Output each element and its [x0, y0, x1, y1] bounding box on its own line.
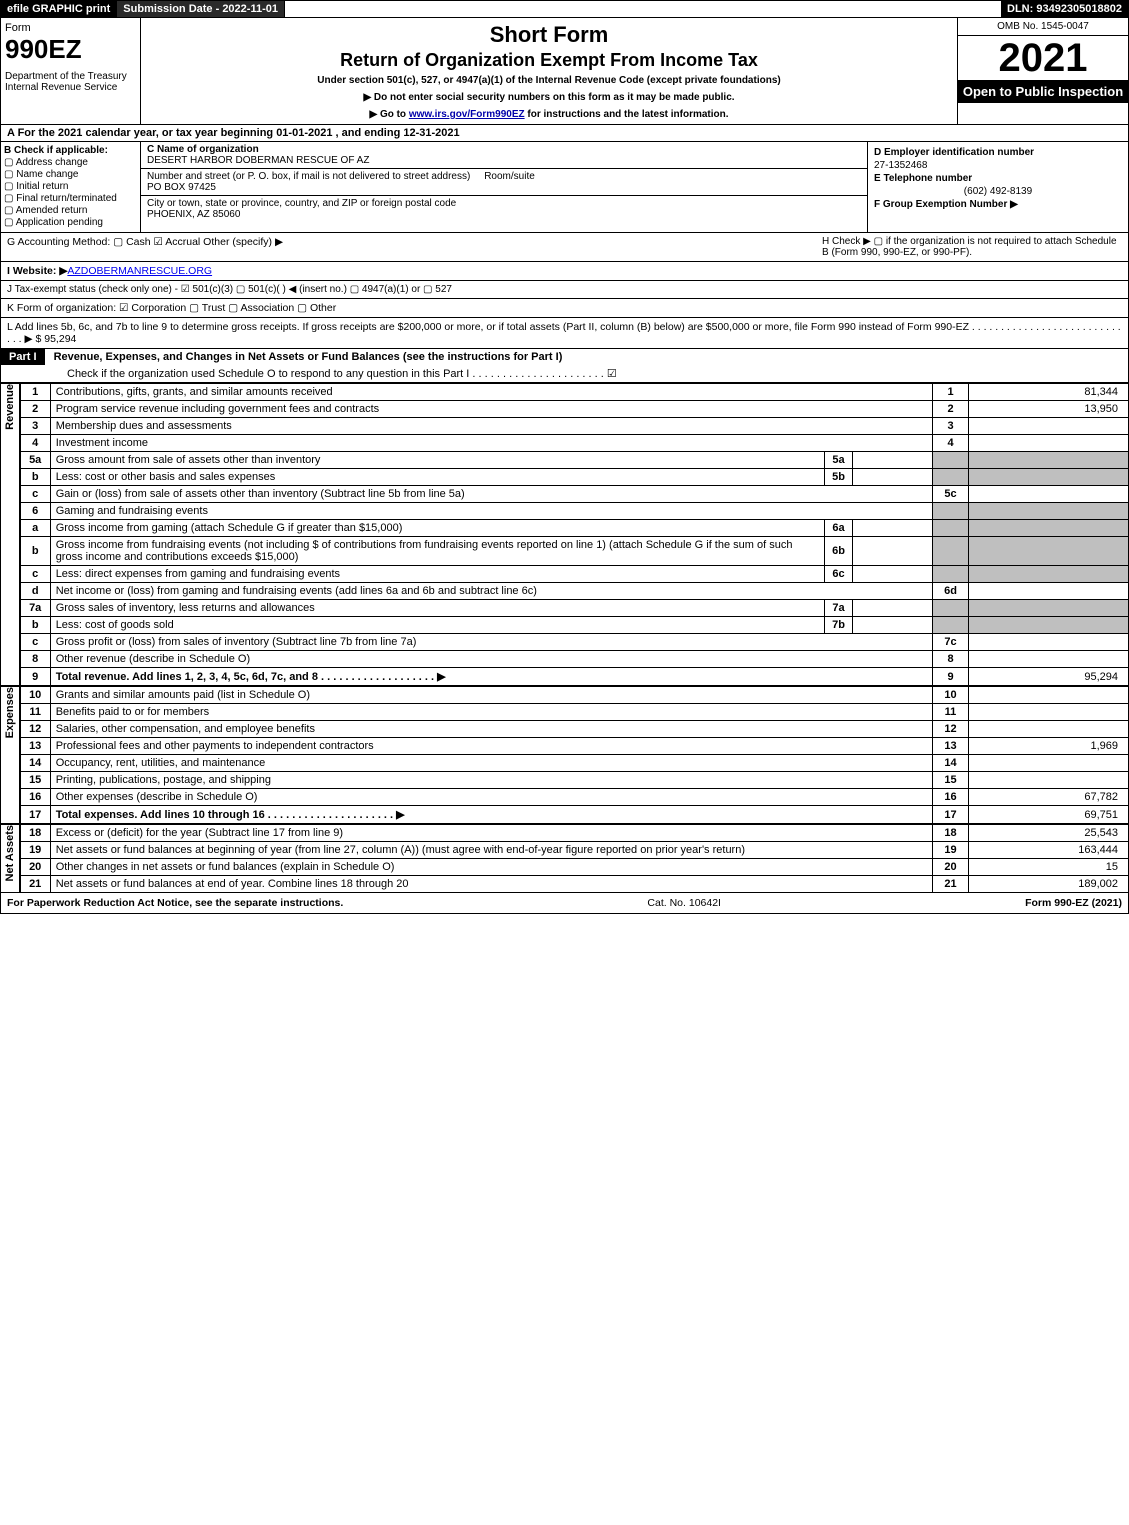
expenses-vlabel: Expenses [0, 686, 20, 824]
table-row: 11Benefits paid to or for members11 [20, 704, 1128, 721]
tax-year: 2021 [958, 36, 1128, 80]
row-a-calendar: A For the 2021 calendar year, or tax yea… [0, 125, 1129, 142]
form-number: 990EZ [5, 34, 136, 65]
table-row: 10Grants and similar amounts paid (list … [20, 687, 1128, 704]
phone-label: E Telephone number [874, 173, 1122, 184]
part-i-label: Part I [1, 349, 45, 365]
table-row: 2Program service revenue including gover… [20, 401, 1128, 418]
table-row: 5aGross amount from sale of assets other… [20, 452, 1128, 469]
ein-label: D Employer identification number [874, 147, 1122, 158]
table-row: 21Net assets or fund balances at end of … [20, 876, 1128, 893]
table-row: 8Other revenue (describe in Schedule O)8 [20, 651, 1128, 668]
form-header: Form 990EZ Department of the Treasury In… [0, 18, 1129, 125]
page-footer: For Paperwork Reduction Act Notice, see … [0, 893, 1129, 914]
table-row: cGross profit or (loss) from sales of in… [20, 634, 1128, 651]
table-row: 19Net assets or fund balances at beginni… [20, 842, 1128, 859]
phone-value: (602) 492-8139 [874, 186, 1122, 197]
col-d-ids: D Employer identification number 27-1352… [868, 142, 1128, 232]
table-row: 9Total revenue. Add lines 1, 2, 3, 4, 5c… [20, 668, 1128, 686]
ein-value: 27-1352468 [874, 160, 1122, 171]
header-right: OMB No. 1545-0047 2021 Open to Public In… [958, 18, 1128, 124]
table-row: 1Contributions, gifts, grants, and simil… [20, 384, 1128, 401]
org-city: PHOENIX, AZ 85060 [147, 209, 240, 220]
expenses-table: 10Grants and similar amounts paid (list … [20, 686, 1129, 824]
department-label: Department of the Treasury Internal Reve… [5, 71, 136, 93]
dln-label: DLN: 93492305018802 [1001, 1, 1128, 17]
table-row: dNet income or (loss) from gaming and fu… [20, 583, 1128, 600]
row-j: J Tax-exempt status (check only one) - ☑… [0, 281, 1129, 299]
group-exemption-label: F Group Exemption Number ▶ [874, 199, 1122, 210]
irs-link[interactable]: www.irs.gov/Form990EZ [409, 109, 525, 120]
header-left: Form 990EZ Department of the Treasury In… [1, 18, 141, 124]
row-k: K Form of organization: ☑ Corporation ▢ … [0, 299, 1129, 318]
city-label: City or town, state or province, country… [147, 198, 456, 209]
row-gh: G Accounting Method: ▢ Cash ☑ Accrual Ot… [0, 233, 1129, 262]
room-label: Room/suite [484, 171, 535, 182]
revenue-vlabel: Revenue [0, 383, 20, 686]
cb-application-pending[interactable]: ▢ Application pending [4, 217, 137, 228]
efile-label: efile GRAPHIC print [1, 1, 117, 17]
meta-grid: B Check if applicable: ▢ Address change … [0, 142, 1129, 233]
table-row: bGross income from fundraising events (n… [20, 537, 1128, 566]
table-row: 16Other expenses (describe in Schedule O… [20, 789, 1128, 806]
row-g: G Accounting Method: ▢ Cash ☑ Accrual Ot… [7, 236, 822, 258]
open-public-inspection: Open to Public Inspection [958, 80, 1128, 103]
footer-mid: Cat. No. 10642I [647, 897, 721, 909]
table-row: 18Excess or (deficit) for the year (Subt… [20, 825, 1128, 842]
header-middle: Short Form Return of Organization Exempt… [141, 18, 958, 124]
table-row: 15Printing, publications, postage, and s… [20, 772, 1128, 789]
top-bar: efile GRAPHIC print Submission Date - 20… [0, 0, 1129, 18]
part-i-check: Check if the organization used Schedule … [61, 365, 623, 382]
cb-address-change[interactable]: ▢ Address change [4, 157, 137, 168]
cb-initial-return[interactable]: ▢ Initial return [4, 181, 137, 192]
name-label: C Name of organization [147, 144, 259, 155]
title-short-form: Short Form [151, 22, 947, 48]
netassets-table: 18Excess or (deficit) for the year (Subt… [20, 824, 1129, 893]
table-row: 14Occupancy, rent, utilities, and mainte… [20, 755, 1128, 772]
row-i: I Website: ▶AZDOBERMANRESCUE.ORG [0, 262, 1129, 281]
row-l: L Add lines 5b, 6c, and 7b to line 9 to … [0, 318, 1129, 349]
col-b-checkboxes: B Check if applicable: ▢ Address change … [1, 142, 141, 232]
table-row: 7aGross sales of inventory, less returns… [20, 600, 1128, 617]
table-row: aGross income from gaming (attach Schedu… [20, 520, 1128, 537]
cb-amended-return[interactable]: ▢ Amended return [4, 205, 137, 216]
note-ssn: ▶ Do not enter social security numbers o… [151, 92, 947, 103]
cb-final-return[interactable]: ▢ Final return/terminated [4, 193, 137, 204]
part-i-header: Part I Revenue, Expenses, and Changes in… [0, 349, 1129, 383]
table-row: bLess: cost or other basis and sales exp… [20, 469, 1128, 486]
table-row: 6Gaming and fundraising events [20, 503, 1128, 520]
expenses-section: Expenses 10Grants and similar amounts pa… [0, 686, 1129, 824]
revenue-table: 1Contributions, gifts, grants, and simil… [20, 383, 1129, 686]
table-row: 12Salaries, other compensation, and empl… [20, 721, 1128, 738]
table-row: 17Total expenses. Add lines 10 through 1… [20, 806, 1128, 824]
addr-label: Number and street (or P. O. box, if mail… [147, 171, 470, 182]
form-word: Form [5, 22, 136, 34]
omb-number: OMB No. 1545-0047 [958, 18, 1128, 36]
table-row: 13Professional fees and other payments t… [20, 738, 1128, 755]
table-row: 3Membership dues and assessments3 [20, 418, 1128, 435]
title-return: Return of Organization Exempt From Incom… [151, 50, 947, 71]
netassets-vlabel: Net Assets [0, 824, 20, 893]
netassets-section: Net Assets 18Excess or (deficit) for the… [0, 824, 1129, 893]
cb-name-change[interactable]: ▢ Name change [4, 169, 137, 180]
part-i-title: Revenue, Expenses, and Changes in Net As… [48, 349, 569, 365]
table-row: cLess: direct expenses from gaming and f… [20, 566, 1128, 583]
table-row: bLess: cost of goods sold7b [20, 617, 1128, 634]
org-address: PO BOX 97425 [147, 182, 216, 193]
website-link[interactable]: AZDOBERMANRESCUE.ORG [67, 265, 212, 277]
table-row: cGain or (loss) from sale of assets othe… [20, 486, 1128, 503]
submission-date: Submission Date - 2022-11-01 [117, 1, 285, 17]
org-name: DESERT HARBOR DOBERMAN RESCUE OF AZ [147, 155, 369, 166]
col-b-title: B Check if applicable: [4, 145, 137, 156]
row-h: H Check ▶ ▢ if the organization is not r… [822, 236, 1122, 258]
footer-right: Form 990-EZ (2021) [1025, 897, 1122, 909]
subtitle: Under section 501(c), 527, or 4947(a)(1)… [151, 75, 947, 86]
footer-left: For Paperwork Reduction Act Notice, see … [7, 897, 343, 909]
revenue-section: Revenue 1Contributions, gifts, grants, a… [0, 383, 1129, 686]
table-row: 20Other changes in net assets or fund ba… [20, 859, 1128, 876]
col-c-org-info: C Name of organization DESERT HARBOR DOB… [141, 142, 868, 232]
table-row: 4Investment income4 [20, 435, 1128, 452]
note-link: ▶ Go to www.irs.gov/Form990EZ for instru… [151, 109, 947, 120]
